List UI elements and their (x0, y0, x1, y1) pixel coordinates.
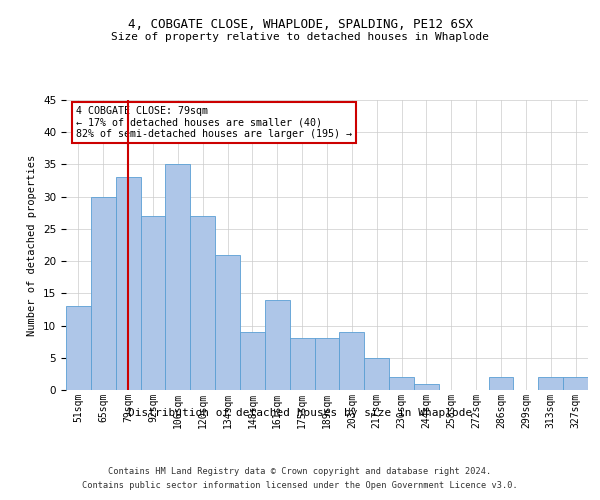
Bar (389, 377, 414, 390)
Bar (314, 338, 340, 390)
Text: Contains HM Land Registry data © Crown copyright and database right 2024.: Contains HM Land Registry data © Crown c… (109, 468, 491, 476)
Bar (66, 306, 91, 390)
Bar (215, 254, 240, 390)
Bar (563, 377, 588, 390)
Bar (190, 216, 215, 390)
Bar (91, 196, 116, 390)
Bar (488, 377, 514, 390)
Bar (265, 300, 290, 390)
Bar (414, 384, 439, 390)
Bar (290, 338, 314, 390)
Text: Size of property relative to detached houses in Whaplode: Size of property relative to detached ho… (111, 32, 489, 42)
Bar (140, 216, 166, 390)
Text: 4 COBGATE CLOSE: 79sqm
← 17% of detached houses are smaller (40)
82% of semi-det: 4 COBGATE CLOSE: 79sqm ← 17% of detached… (76, 106, 352, 139)
Bar (538, 377, 563, 390)
Y-axis label: Number of detached properties: Number of detached properties (28, 154, 37, 336)
Bar (364, 358, 389, 390)
Bar (240, 332, 265, 390)
Bar (116, 178, 140, 390)
Bar (340, 332, 364, 390)
Text: Distribution of detached houses by size in Whaplode: Distribution of detached houses by size … (128, 408, 472, 418)
Text: Contains public sector information licensed under the Open Government Licence v3: Contains public sector information licen… (82, 481, 518, 490)
Text: 4, COBGATE CLOSE, WHAPLODE, SPALDING, PE12 6SX: 4, COBGATE CLOSE, WHAPLODE, SPALDING, PE… (128, 18, 473, 30)
Bar (166, 164, 190, 390)
